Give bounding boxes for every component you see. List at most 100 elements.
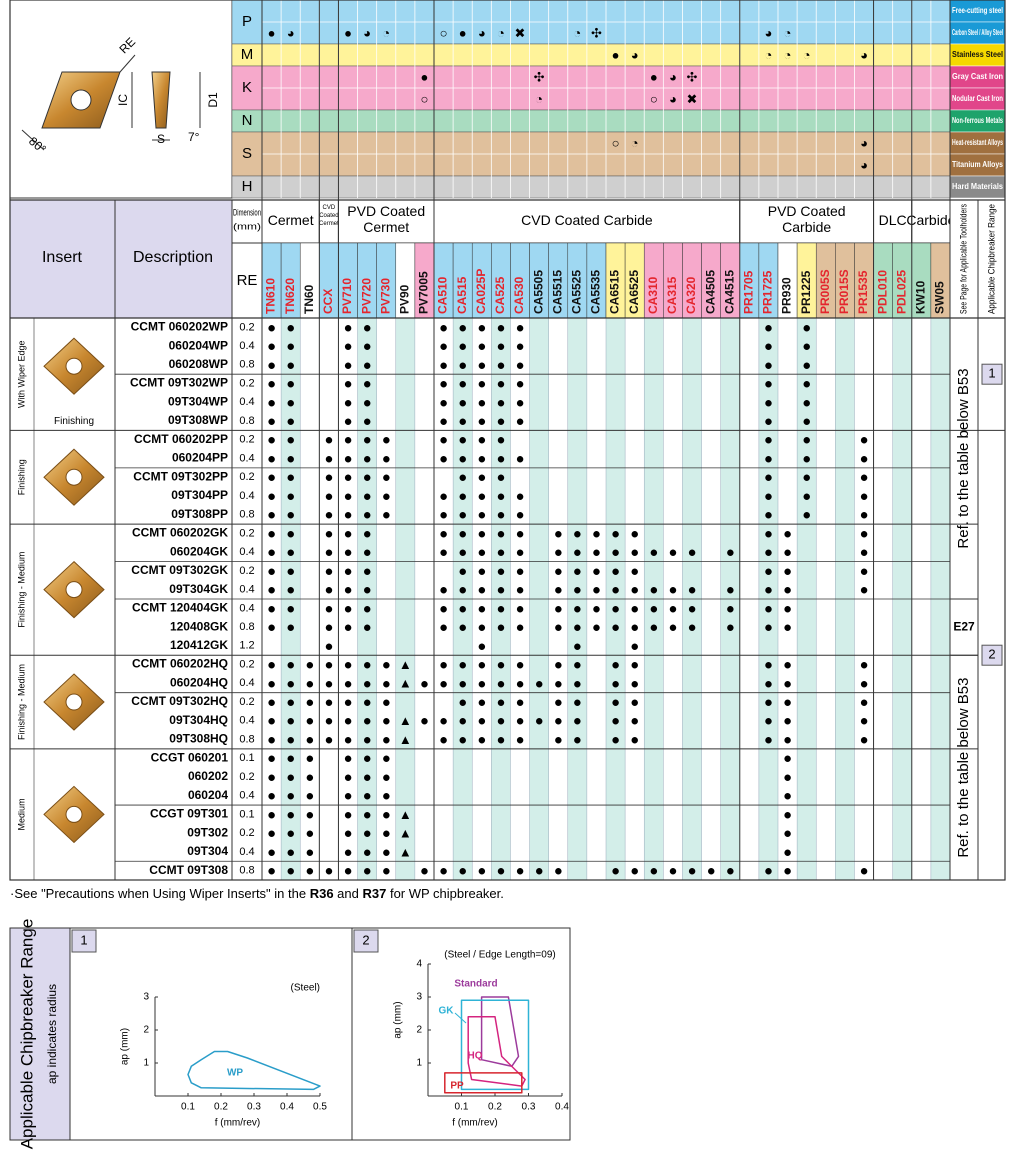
- grade-mark: ●: [573, 638, 582, 655]
- x-tick-label: 0.1: [455, 1102, 469, 1113]
- material-symbol: ✣: [687, 69, 698, 84]
- grade-mark: ●: [458, 544, 467, 561]
- grade-mark: ●: [726, 600, 735, 617]
- grade-mark: ●: [439, 338, 448, 355]
- diagram-label: D1: [206, 92, 220, 108]
- header-cell: [9, 199, 116, 319]
- grade-mark: ●: [458, 563, 467, 580]
- grade-mark: ●: [783, 750, 792, 767]
- grade-mark: ●: [477, 525, 486, 542]
- grade-mark: ●: [859, 657, 868, 674]
- grade-mark: ●: [458, 694, 467, 711]
- grade-name: CA025P: [474, 269, 488, 314]
- material-symbol: ●: [650, 69, 658, 84]
- grade-mark: ●: [859, 450, 868, 467]
- grade-mark: ●: [324, 544, 333, 561]
- material-name: Titanium Alloys: [952, 160, 1003, 169]
- grade-mark: ●: [343, 376, 352, 393]
- grade-mark: ●: [363, 432, 372, 449]
- grade-mark: ●: [382, 844, 391, 861]
- grade-mark: ●: [764, 413, 773, 430]
- grade-mark: ●: [802, 507, 811, 524]
- grade-mark: ●: [439, 413, 448, 430]
- grade-mark: ●: [783, 825, 792, 842]
- panel-number-box: [71, 929, 97, 953]
- grade-mark: ●: [554, 544, 563, 561]
- grade-mark: ●: [783, 657, 792, 674]
- grade-mark: ●: [324, 694, 333, 711]
- grade-mark: ●: [382, 788, 391, 805]
- grade-mark: ●: [496, 394, 505, 411]
- grade-mark: ●: [535, 863, 544, 880]
- grade-name: PR1535: [856, 270, 870, 314]
- grade-name: PR1705: [742, 270, 756, 314]
- grade-mark: ●: [535, 675, 544, 692]
- region-label: PP: [450, 1081, 464, 1092]
- grade-mark: ●: [515, 507, 524, 524]
- x-tick-label: 0.4: [555, 1102, 569, 1113]
- grade-mark: ●: [687, 544, 696, 561]
- grade-name: TN610: [264, 278, 278, 314]
- grade-mark: ●: [363, 825, 372, 842]
- description: CCMT 09T302PP: [133, 469, 228, 483]
- grade-mark: ●: [439, 376, 448, 393]
- grade-mark: ●: [343, 657, 352, 674]
- grade-name: CA310: [646, 276, 660, 314]
- grade-mark: ●: [363, 769, 372, 786]
- grade-mark: ●: [477, 450, 486, 467]
- header-cell: [231, 199, 263, 319]
- grade-mark: ●: [496, 600, 505, 617]
- grade-mark: ●: [630, 582, 639, 599]
- grade-mark: ●: [286, 525, 295, 542]
- re-value: 0.4: [239, 452, 254, 464]
- grade-mark: ●: [286, 713, 295, 730]
- x-axis-label: f (mm/rev): [215, 1118, 261, 1129]
- grade-mark: ●: [477, 376, 486, 393]
- grade-name: CA320: [684, 276, 698, 314]
- grade-mark: ●: [458, 432, 467, 449]
- re-value: 0.2: [239, 434, 254, 446]
- grade-mark: ●: [783, 844, 792, 861]
- description: 060204PP: [172, 451, 228, 465]
- range-region: [444, 1072, 523, 1094]
- grade-mark: ●: [420, 713, 429, 730]
- grade-mark: ●: [764, 338, 773, 355]
- material-name: Gray Cast Iron: [952, 72, 1003, 81]
- grade-mark: ●: [611, 675, 620, 692]
- grade-mark: ●: [802, 432, 811, 449]
- description: CCMT 09T308: [149, 863, 228, 877]
- grade-mark: ●: [439, 600, 448, 617]
- grade-mark: ●: [477, 694, 486, 711]
- grade-mark: ●: [439, 488, 448, 505]
- grade-mark: ●: [496, 731, 505, 748]
- grade-mark: ●: [496, 582, 505, 599]
- grade-mark: ●: [764, 488, 773, 505]
- grade-mark: ●: [343, 788, 352, 805]
- grade-mark: ●: [382, 450, 391, 467]
- grade-mark: ●: [859, 525, 868, 542]
- range-region: [187, 1050, 321, 1091]
- grade-mark: ●: [573, 675, 582, 692]
- description: 120408GK: [170, 619, 228, 633]
- grade-mark: ●: [515, 357, 524, 374]
- material-symbol: ◕: [860, 157, 868, 172]
- grade-mark: ●: [382, 863, 391, 880]
- re-value: 0.2: [239, 696, 254, 708]
- grade-mark: ●: [611, 863, 620, 880]
- grade-mark: ▲: [399, 657, 412, 672]
- insert-image-hole: [65, 581, 83, 599]
- grade-mark: ●: [286, 563, 295, 580]
- grade-mark: ●: [343, 469, 352, 486]
- grade-mark: ●: [267, 432, 276, 449]
- insert-side-view: [151, 71, 171, 129]
- grade-mark: ●: [286, 769, 295, 786]
- grade-mark: ●: [764, 657, 773, 674]
- grade-mark: ●: [458, 338, 467, 355]
- grade-mark: ●: [764, 507, 773, 524]
- material-symbol: ○: [612, 135, 620, 150]
- group-name: PVD Coated Carbide: [768, 203, 846, 235]
- grade-mark: ●: [573, 657, 582, 674]
- grade-name: PR1725: [761, 270, 775, 314]
- description: 120412GK: [170, 638, 228, 652]
- grade-mark: ●: [630, 619, 639, 636]
